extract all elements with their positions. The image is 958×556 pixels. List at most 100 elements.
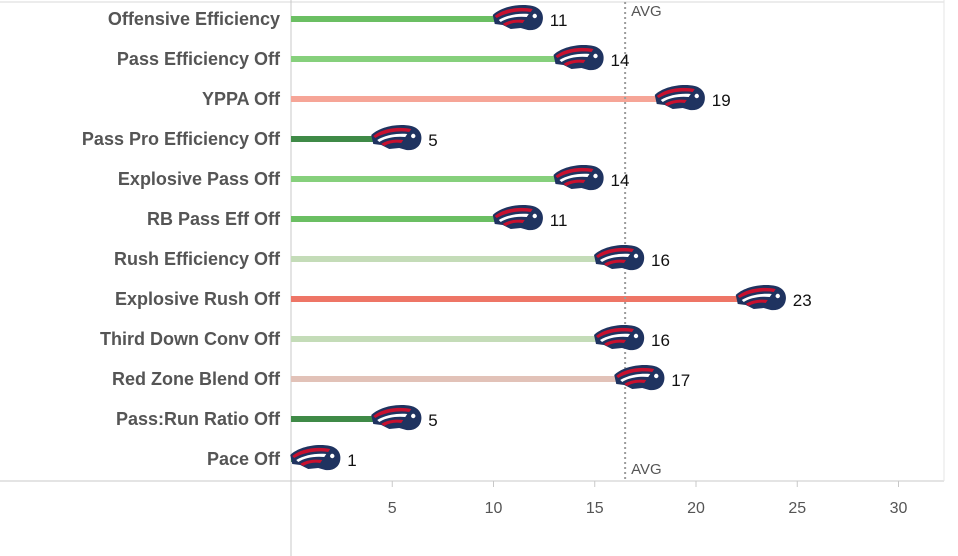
helmet-stripe-red bbox=[563, 179, 586, 186]
helmet-stripe-white bbox=[498, 13, 529, 22]
helmet-star bbox=[411, 133, 416, 139]
avg-layer: AVG AVG bbox=[624, 2, 662, 481]
value-label: 17 bbox=[671, 371, 690, 390]
patriots-logo-icon bbox=[614, 365, 665, 391]
value-label: 11 bbox=[550, 211, 568, 230]
value-label: 14 bbox=[611, 171, 630, 190]
helmet-stripe-white bbox=[660, 93, 691, 102]
helmet-star bbox=[654, 373, 659, 379]
patriots-logo-icon bbox=[371, 125, 422, 151]
label-layer: Offensive Efficiency 11 Pass Efficiency Of… bbox=[82, 9, 812, 470]
helmet-star bbox=[633, 253, 639, 259]
category-label: Red Zone Blend Off bbox=[112, 369, 281, 389]
value-label: 11 bbox=[550, 11, 568, 30]
value-label: 1 bbox=[347, 451, 356, 470]
patriots-logo-icon bbox=[654, 85, 705, 111]
helmet-stripe-red bbox=[300, 459, 323, 466]
value-label: 14 bbox=[611, 51, 630, 70]
category-label: Pace Off bbox=[207, 449, 281, 469]
patriots-logo-icon bbox=[553, 165, 604, 191]
helmet-stripe-white bbox=[498, 213, 529, 222]
category-label: Offensive Efficiency bbox=[108, 9, 280, 29]
category-label: Pass Pro Efficiency Off bbox=[82, 129, 281, 149]
helmet-stripe-red bbox=[745, 299, 768, 306]
category-label: Pass Efficiency Off bbox=[117, 49, 281, 69]
helmet-stripe-white bbox=[600, 253, 630, 262]
helmet-stripe-white bbox=[559, 53, 590, 62]
value-label: 16 bbox=[651, 331, 670, 350]
helmet-stripe bbox=[555, 47, 594, 58]
helmet-stripe-white bbox=[620, 373, 651, 382]
helmet-stripe-white bbox=[377, 413, 408, 422]
category-label: Third Down Conv Off bbox=[100, 329, 281, 349]
helmet-star bbox=[330, 453, 335, 459]
bar bbox=[291, 16, 514, 22]
bar bbox=[291, 56, 575, 62]
value-label: 5 bbox=[428, 131, 437, 150]
category-label: Explosive Rush Off bbox=[115, 289, 281, 309]
bar bbox=[291, 256, 615, 262]
category-label: Explosive Pass Off bbox=[118, 169, 281, 189]
helmet-stripe bbox=[373, 127, 412, 138]
helmet-star bbox=[775, 293, 780, 299]
value-label: 19 bbox=[712, 91, 731, 110]
bar bbox=[291, 216, 514, 222]
category-label: YPPA Off bbox=[202, 89, 281, 109]
average-label-top: AVG bbox=[631, 3, 662, 20]
value-label: 5 bbox=[428, 411, 437, 430]
patriots-logo-icon bbox=[735, 285, 786, 311]
bar bbox=[291, 376, 636, 382]
helmet-stripe-red bbox=[624, 379, 647, 386]
helmet-stripe bbox=[494, 7, 533, 18]
helmet-stripe-red bbox=[381, 419, 404, 426]
x-tick-label: 10 bbox=[485, 500, 503, 517]
bar bbox=[291, 96, 676, 102]
helmet-stripe-white bbox=[741, 293, 772, 302]
category-label: RB Pass Eff Off bbox=[147, 209, 281, 229]
helmet-star bbox=[633, 333, 639, 339]
helmet-stripe bbox=[656, 87, 695, 98]
x-tick-label: 15 bbox=[586, 500, 604, 517]
helmet-stripe-red bbox=[664, 99, 687, 106]
helmet-stripe bbox=[737, 287, 776, 298]
category-label: Pass:Run Ratio Off bbox=[116, 409, 281, 429]
helmet-star bbox=[593, 53, 598, 59]
x-tick-label: 30 bbox=[890, 500, 908, 517]
bar bbox=[291, 296, 757, 302]
bars-layer bbox=[291, 16, 757, 462]
helmet-stripe bbox=[373, 407, 412, 418]
helmet-stripe-red bbox=[381, 139, 404, 146]
x-tick-label: 5 bbox=[388, 500, 397, 517]
helmet-stripe-white bbox=[377, 133, 408, 142]
x-tick-label: 25 bbox=[788, 500, 806, 517]
helmet-stripe bbox=[596, 247, 634, 258]
axis-layer: 5 10 15 20 25 30 bbox=[388, 481, 908, 517]
helmet-stripe bbox=[616, 367, 655, 378]
bar bbox=[291, 336, 615, 342]
helmet-star bbox=[532, 13, 537, 19]
value-label: 23 bbox=[793, 291, 812, 310]
helmet-star bbox=[694, 93, 699, 99]
helmet-stripe-white bbox=[559, 173, 590, 182]
helmet-stripe-red bbox=[604, 339, 626, 346]
patriots-logo-icon bbox=[492, 205, 543, 231]
category-label: Rush Efficiency Off bbox=[114, 249, 281, 269]
bar bbox=[291, 416, 393, 422]
helmet-stripe-white bbox=[600, 333, 630, 342]
helmet-stripe bbox=[494, 207, 533, 218]
x-tick-label: 20 bbox=[687, 500, 705, 517]
helmet-stripe-red bbox=[563, 59, 586, 66]
marker-layer bbox=[290, 5, 786, 471]
bar bbox=[291, 136, 393, 142]
value-label: 16 bbox=[651, 251, 670, 270]
helmet-stripe bbox=[292, 447, 331, 458]
patriots-logo-icon bbox=[553, 45, 604, 71]
helmet-star bbox=[532, 213, 537, 219]
helmet-stripe-white bbox=[296, 453, 327, 462]
patriots-logo-icon bbox=[371, 405, 422, 431]
helmet-stripe-red bbox=[502, 19, 525, 26]
helmet-star bbox=[593, 173, 598, 179]
bar bbox=[291, 176, 575, 182]
